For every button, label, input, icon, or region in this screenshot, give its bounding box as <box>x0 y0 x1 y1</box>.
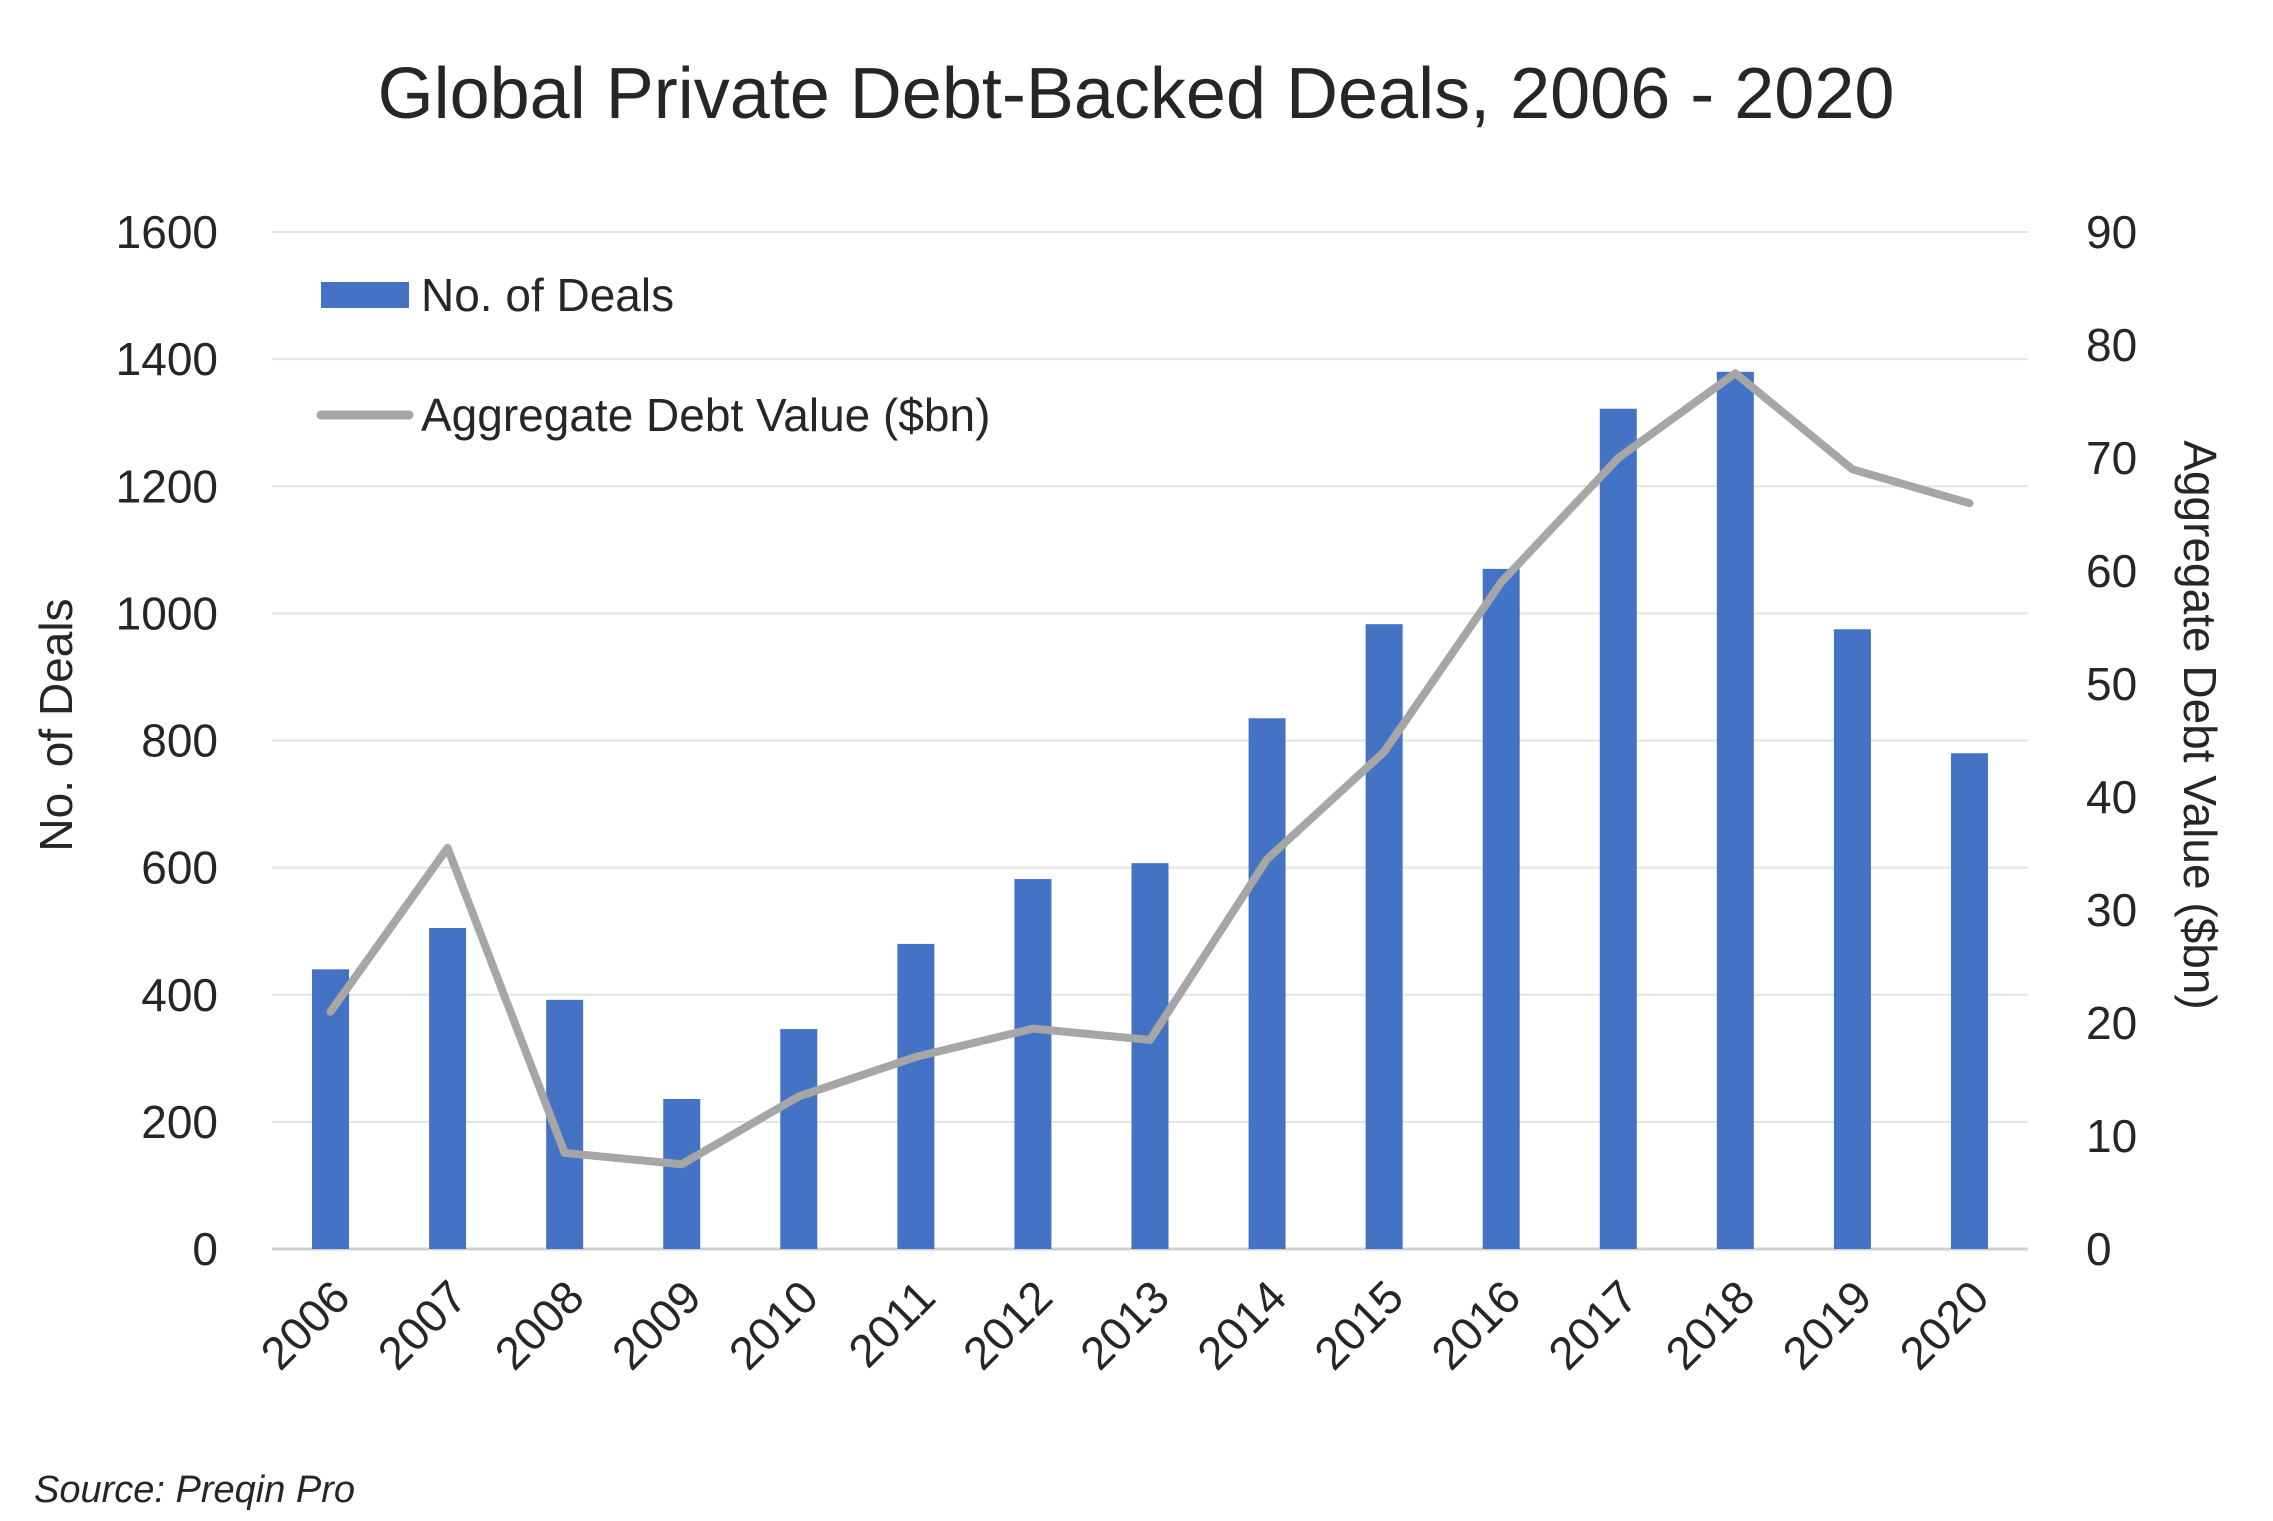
bar-2011 <box>897 943 935 1249</box>
x-tick-label: 2008 <box>485 1270 594 1379</box>
right-tick-label: 30 <box>2086 884 2137 936</box>
left-axis-ticks: 0 200 400 600 800 1000 1200 1400 1600 <box>116 206 218 1275</box>
bar-2017 <box>1599 408 1637 1249</box>
x-tick-label: 2014 <box>1187 1270 1296 1379</box>
bar-2009 <box>663 1098 701 1249</box>
left-tick-label: 600 <box>141 842 218 894</box>
x-tick-label: 2012 <box>953 1270 1062 1379</box>
legend: No. of Deals Aggregate Debt Value ($bn) <box>316 269 990 441</box>
x-tick-label: 2011 <box>838 1270 945 1377</box>
left-tick-label: 0 <box>192 1223 218 1275</box>
left-tick-label: 1600 <box>116 206 218 258</box>
x-tick-label: 2016 <box>1421 1270 1530 1379</box>
right-axis-ticks: 0 10 20 30 40 50 60 70 80 90 <box>2086 206 2137 1275</box>
bar-2019 <box>1833 629 1871 1249</box>
x-tick-label: 2015 <box>1304 1270 1413 1379</box>
right-tick-label: 90 <box>2086 206 2137 258</box>
debt-value-line <box>326 369 1974 1169</box>
x-tick-label: 2007 <box>368 1270 477 1379</box>
left-tick-label: 1200 <box>116 460 218 512</box>
right-tick-label: 80 <box>2086 319 2137 371</box>
legend-label-debt-value: Aggregate Debt Value ($bn) <box>421 389 990 441</box>
legend-label-deals: No. of Deals <box>421 269 674 321</box>
bar-2013 <box>1131 863 1169 1249</box>
bar-2015 <box>1365 624 1403 1249</box>
bar-2018 <box>1716 371 1754 1249</box>
bar-series <box>312 371 1988 1249</box>
chart-title: Global Private Debt-Backed Deals, 2006 -… <box>378 54 1895 134</box>
bar-2010 <box>780 1029 818 1249</box>
bar-2020 <box>1950 753 1988 1249</box>
left-tick-label: 1000 <box>116 587 218 639</box>
x-tick-label: 2013 <box>1070 1270 1179 1379</box>
left-axis-title: No. of Deals <box>30 598 82 851</box>
bar-2006 <box>312 969 350 1249</box>
x-tick-label: 2010 <box>719 1270 828 1379</box>
x-tick-label: 2020 <box>1889 1270 1998 1379</box>
x-axis-ticks: 2006 2007 2008 2009 2010 2011 2012 2013 2014 2015… <box>250 1270 1998 1379</box>
right-tick-label: 10 <box>2086 1110 2137 1162</box>
right-tick-label: 0 <box>2086 1223 2112 1275</box>
left-tick-label: 200 <box>141 1096 218 1148</box>
bar-2014 <box>1248 718 1286 1249</box>
left-tick-label: 800 <box>141 715 218 767</box>
right-tick-label: 60 <box>2086 545 2137 597</box>
right-axis-title: Aggregate Debt Value ($bn) <box>2174 440 2226 1009</box>
left-tick-label: 1400 <box>116 333 218 385</box>
x-tick-label: 2009 <box>602 1270 711 1379</box>
right-tick-label: 40 <box>2086 771 2137 823</box>
x-tick-label: 2018 <box>1655 1270 1764 1379</box>
left-tick-label: 400 <box>141 969 218 1021</box>
x-tick-label: 2006 <box>250 1270 359 1379</box>
source-note: Source: Preqin Pro <box>34 1469 355 1511</box>
line-series <box>326 369 1974 1169</box>
bar-2007 <box>429 928 467 1249</box>
right-tick-label: 20 <box>2086 997 2137 1049</box>
bar-2016 <box>1482 568 1520 1249</box>
right-tick-label: 70 <box>2086 432 2137 484</box>
x-tick-label: 2019 <box>1772 1270 1881 1379</box>
legend-swatch-deals <box>321 282 409 308</box>
x-tick-label: 2017 <box>1538 1270 1647 1379</box>
right-tick-label: 50 <box>2086 658 2137 710</box>
bar-2012 <box>1014 879 1052 1249</box>
